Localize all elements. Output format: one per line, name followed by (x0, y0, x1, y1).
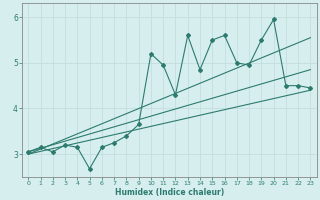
X-axis label: Humidex (Indice chaleur): Humidex (Indice chaleur) (115, 188, 224, 197)
